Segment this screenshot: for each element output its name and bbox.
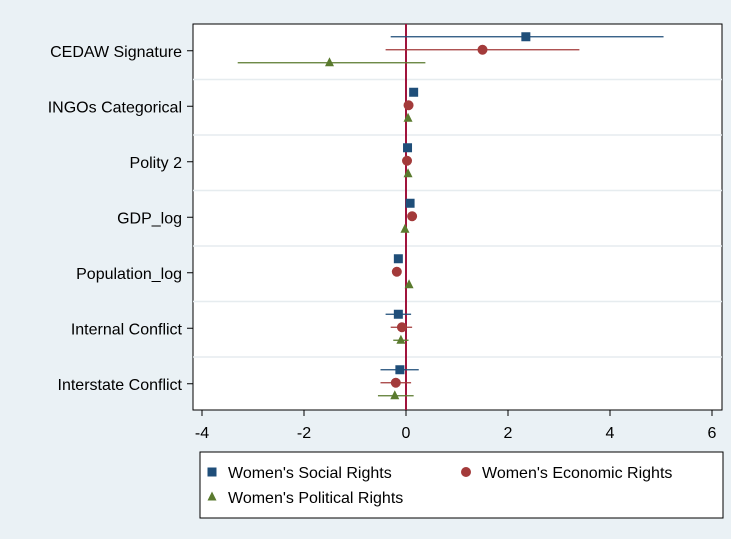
point-marker [396, 334, 406, 344]
legend: Women's Social Rights Women's Economic Ri… [199, 451, 724, 519]
x-axis: -4 -2 0 2 4 6 [195, 410, 717, 442]
coefficient-markers [325, 32, 531, 400]
x-tick-label: 6 [708, 425, 717, 442]
x-tick-label: 4 [606, 425, 615, 442]
point-marker [325, 57, 334, 67]
point-marker [403, 143, 413, 153]
y-tick-label: Internal Conflict [71, 321, 183, 338]
y-tick-labels: CEDAW Signature INGOs Categorical Polity 2… [48, 44, 193, 394]
y-tick-label: Interstate Conflict [58, 377, 183, 394]
legend-box [199, 451, 724, 519]
point-marker [521, 32, 531, 42]
point-marker [396, 322, 407, 333]
plot-area [192, 23, 723, 411]
point-marker [405, 198, 415, 208]
point-marker [477, 44, 488, 55]
point-marker [404, 279, 414, 289]
point-marker [400, 223, 410, 233]
legend-marker [207, 467, 217, 477]
legend-marker [461, 467, 471, 477]
point-marker [391, 266, 402, 277]
y-tick-label: CEDAW Signature [50, 44, 182, 61]
x-tick-label: 2 [504, 425, 513, 442]
legend-label: Women's Political Rights [228, 490, 403, 507]
x-tick-label: 0 [402, 425, 411, 442]
legend-label: Women's Social Rights [228, 465, 392, 482]
legend-label: Women's Economic Rights [482, 465, 672, 482]
legend-marker [207, 491, 217, 501]
point-marker [403, 168, 413, 178]
band-separators [193, 78, 722, 358]
y-tick-label: Polity 2 [130, 155, 183, 172]
point-marker [403, 112, 413, 122]
x-tick-label: -2 [297, 425, 311, 442]
point-marker [407, 211, 418, 222]
point-marker [403, 100, 414, 111]
point-marker [393, 254, 403, 264]
point-marker [395, 365, 405, 375]
point-marker [393, 309, 403, 319]
point-marker [390, 377, 401, 388]
point-marker [390, 390, 400, 400]
point-marker [409, 87, 419, 97]
y-tick-label: Population_log [76, 266, 182, 283]
point-marker [402, 155, 413, 166]
y-tick-label: INGOs Categorical [48, 99, 182, 116]
y-tick-label: GDP_log [117, 210, 182, 227]
x-tick-label: -4 [195, 425, 209, 442]
